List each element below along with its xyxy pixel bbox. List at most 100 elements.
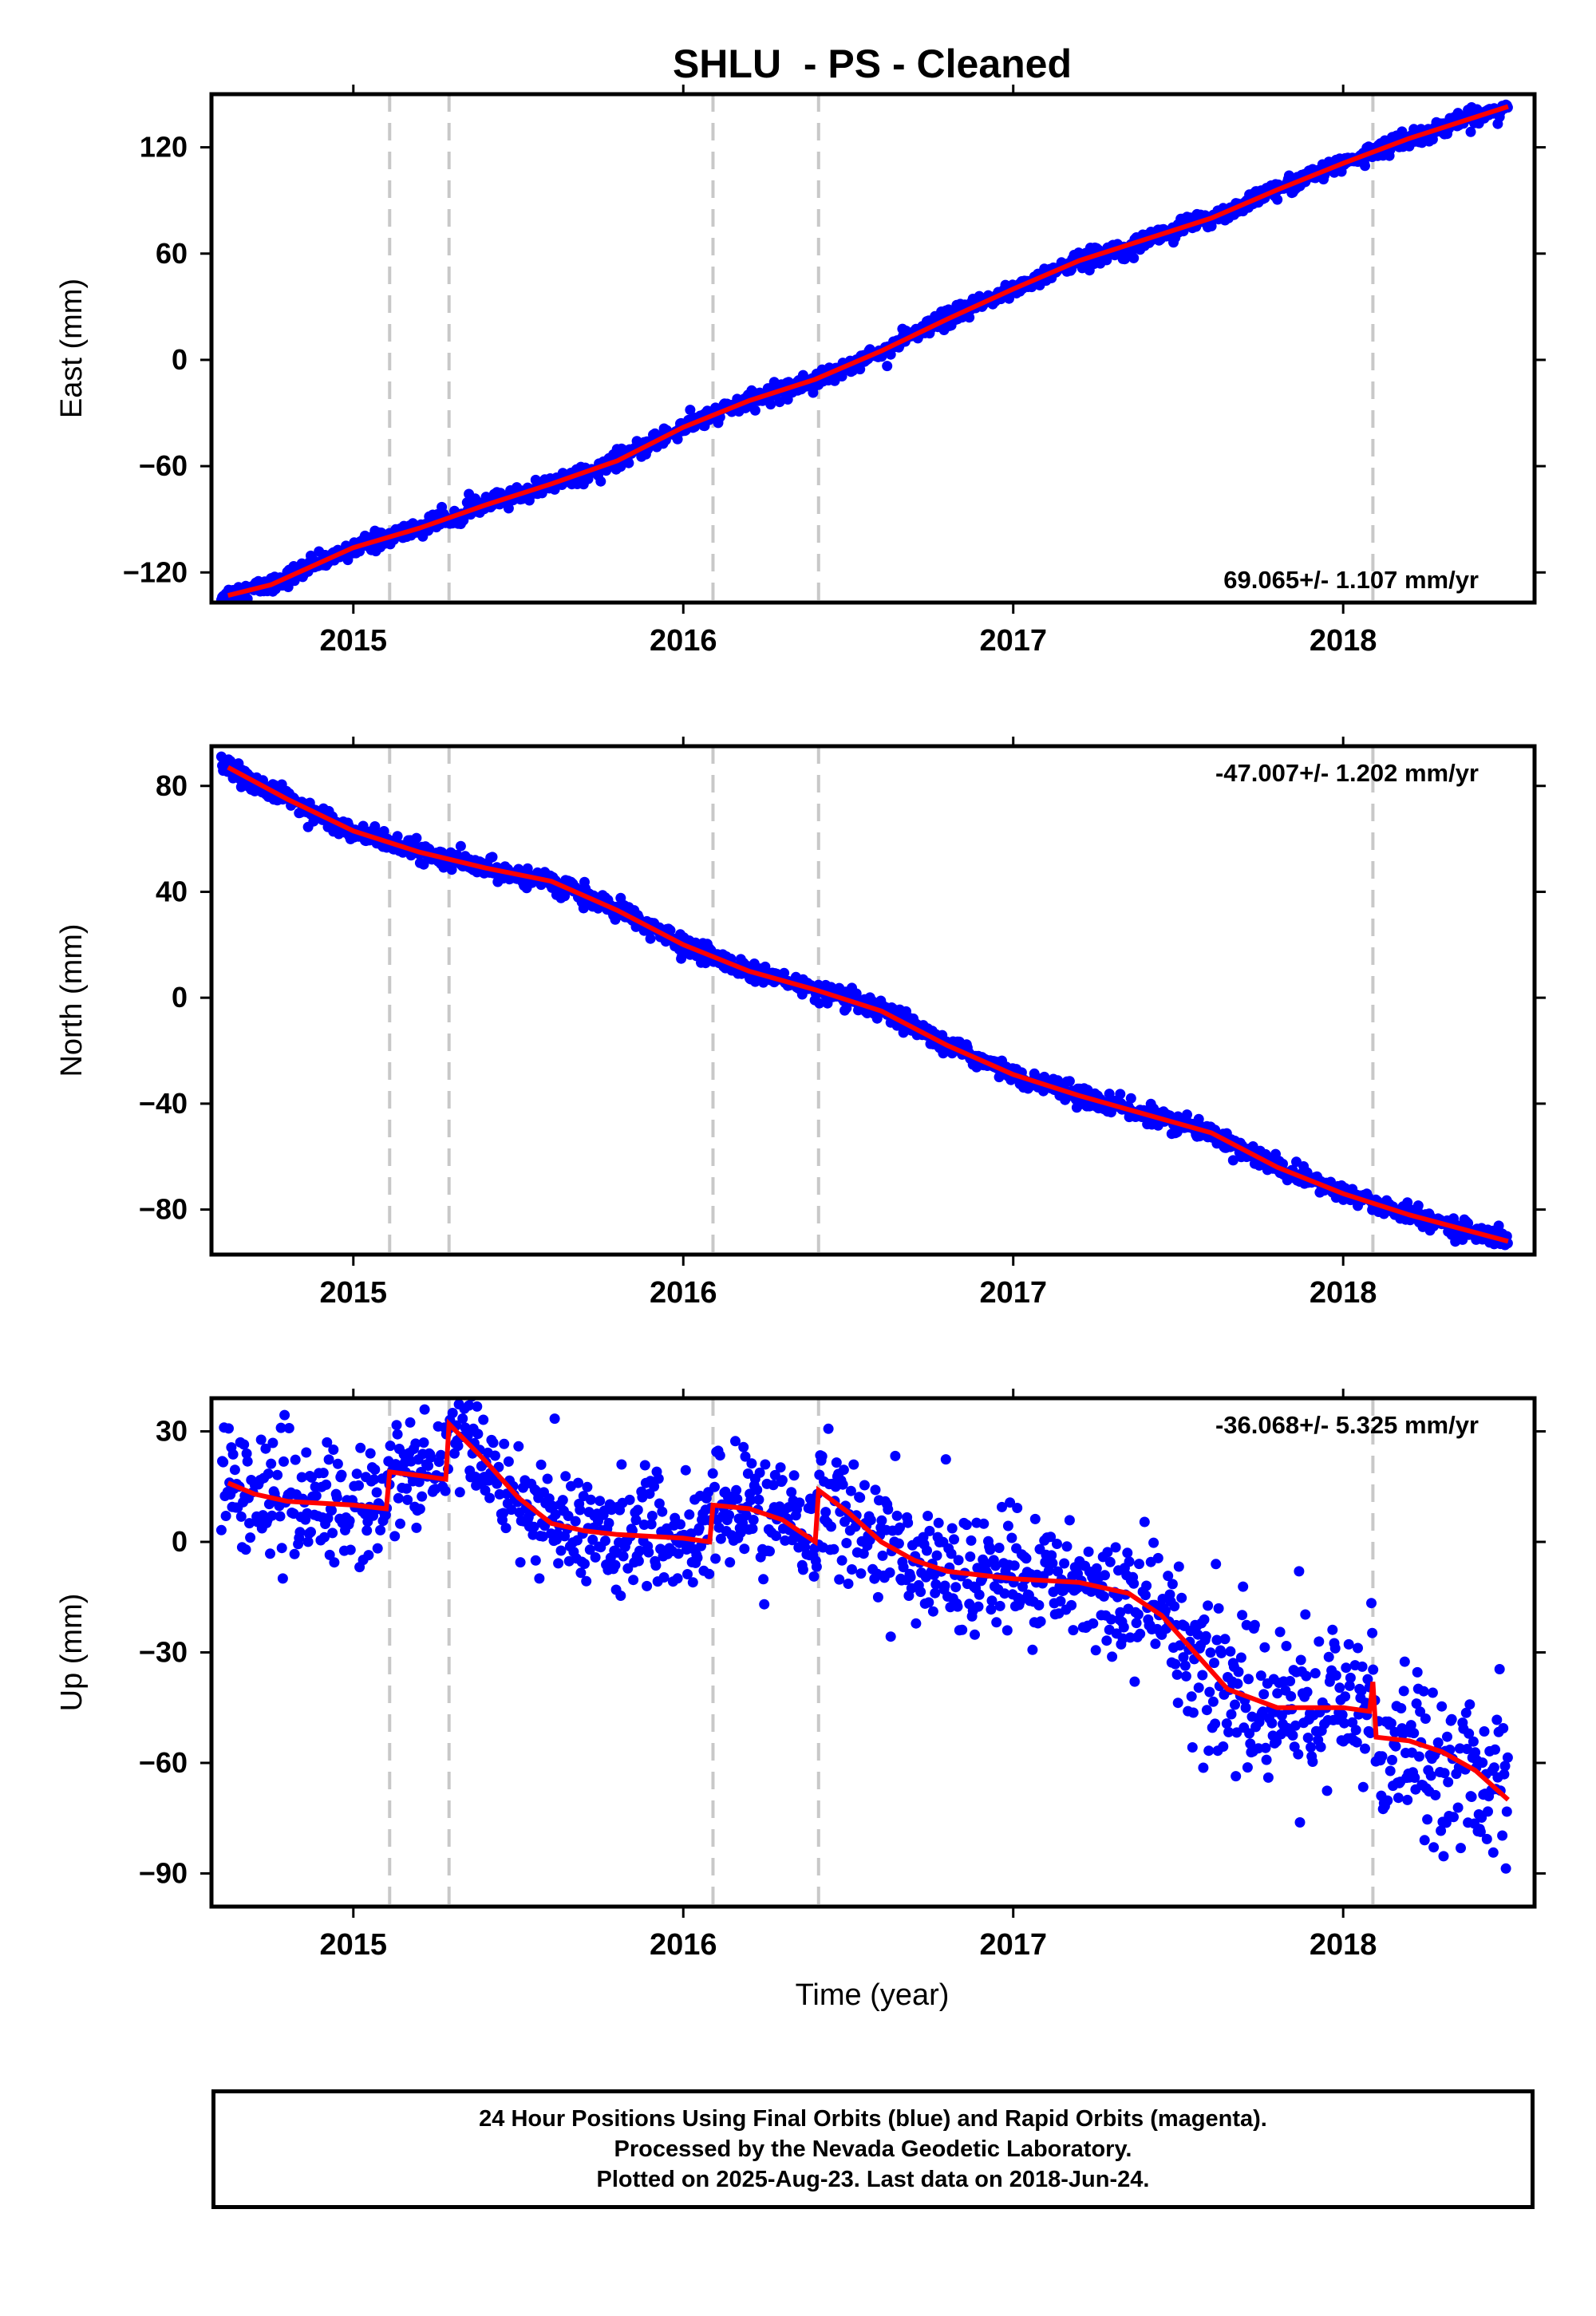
data-point (1198, 1762, 1209, 1773)
data-point (764, 1546, 775, 1557)
data-point (1294, 1817, 1306, 1828)
y-tick-label: −60 (139, 1746, 188, 1779)
data-point (1330, 1670, 1341, 1681)
data-point (1152, 1552, 1163, 1563)
data-point (978, 1518, 990, 1529)
data-point (1118, 1622, 1129, 1633)
data-point (765, 399, 776, 410)
data-point (1387, 1754, 1397, 1765)
data-point (1197, 1670, 1208, 1681)
data-point (1315, 1741, 1326, 1753)
data-point (345, 1544, 356, 1555)
y-tick-label: 0 (172, 1525, 188, 1558)
data-point (242, 1456, 253, 1467)
data-point (999, 1588, 1010, 1599)
data-point (595, 1496, 606, 1507)
caption-line-3: Plotted on 2025-Aug-23. Last data on 201… (596, 2167, 1150, 2192)
data-point (385, 1441, 396, 1452)
data-point (628, 1575, 639, 1586)
data-point (731, 1484, 742, 1496)
data-point (654, 1498, 665, 1509)
data-point (1491, 1714, 1503, 1725)
data-point (630, 1515, 642, 1526)
x-tick-label: 2015 (320, 624, 388, 658)
x-tick-label: 2016 (650, 1928, 717, 1962)
y-tick-label: 120 (140, 131, 188, 164)
data-point (281, 1383, 291, 1393)
data-point (321, 1479, 332, 1490)
data-point (1100, 1570, 1110, 1581)
data-point (997, 1501, 1007, 1512)
x-tick-label: 2016 (650, 1276, 717, 1310)
data-point (794, 1497, 805, 1508)
data-point (692, 1552, 703, 1563)
data-point (392, 831, 403, 842)
data-point (255, 1434, 267, 1445)
data-point (837, 1479, 848, 1490)
data-point (1090, 1645, 1101, 1656)
data-point (245, 1532, 256, 1543)
data-point (1419, 1835, 1430, 1846)
data-point (590, 1551, 601, 1563)
data-point (1230, 1699, 1240, 1710)
data-point (710, 1553, 721, 1564)
data-point (1306, 1741, 1317, 1753)
data-point (1200, 1630, 1211, 1642)
data-point (369, 1474, 380, 1485)
data-point (223, 1423, 234, 1434)
data-point (1464, 1728, 1475, 1739)
data-point (1001, 1625, 1013, 1636)
data-point (687, 1577, 698, 1588)
data-point (1483, 1806, 1493, 1817)
data-point (276, 1543, 287, 1554)
data-point (1294, 1566, 1305, 1577)
data-point (1456, 1843, 1466, 1854)
data-point (1493, 1220, 1504, 1231)
data-point (1452, 1802, 1464, 1813)
data-point (1238, 1581, 1249, 1592)
data-point (645, 933, 656, 944)
panel-east: −120 −60 0 60 120 2015 2016 2017 2018 East (mm) 69… (55, 85, 1546, 658)
data-point (1343, 1638, 1354, 1650)
data-point (1209, 1658, 1219, 1669)
x-tick-label: 2017 (979, 624, 1047, 658)
y-tick-label: −60 (139, 449, 188, 482)
data-point (500, 1523, 512, 1534)
data-point (771, 1531, 781, 1541)
data-point (724, 1510, 735, 1520)
data-point (393, 1492, 404, 1504)
data-point (1436, 1825, 1447, 1836)
data-point (1293, 1749, 1304, 1760)
data-point (464, 1400, 475, 1411)
data-point (354, 1480, 364, 1491)
data-point (1064, 1515, 1075, 1526)
data-point (581, 1575, 592, 1587)
data-point (372, 1543, 383, 1554)
data-point (1502, 1752, 1513, 1763)
data-point (927, 1606, 938, 1617)
data-point (1104, 1089, 1115, 1100)
data-point (752, 1484, 763, 1496)
data-point (634, 1545, 645, 1556)
data-point (1405, 1720, 1416, 1731)
data-point (535, 1459, 547, 1470)
data-point (1302, 1686, 1313, 1697)
data-point (322, 1437, 333, 1448)
data-point (797, 1564, 808, 1575)
data-point (267, 1437, 279, 1448)
data-point (1246, 1711, 1258, 1722)
data-point (413, 1476, 425, 1488)
data-point (478, 1414, 489, 1425)
data-point (1345, 1672, 1356, 1683)
data-point (776, 1475, 788, 1486)
data-point (378, 826, 389, 836)
data-point (839, 1516, 850, 1528)
data-point (1272, 194, 1283, 205)
data-point (1300, 1609, 1311, 1620)
data-point (1140, 1590, 1151, 1601)
data-point (1199, 1614, 1210, 1625)
data-point (1223, 1726, 1235, 1737)
data-point (725, 1557, 736, 1568)
data-point (1357, 1661, 1368, 1672)
data-point (748, 1515, 759, 1525)
